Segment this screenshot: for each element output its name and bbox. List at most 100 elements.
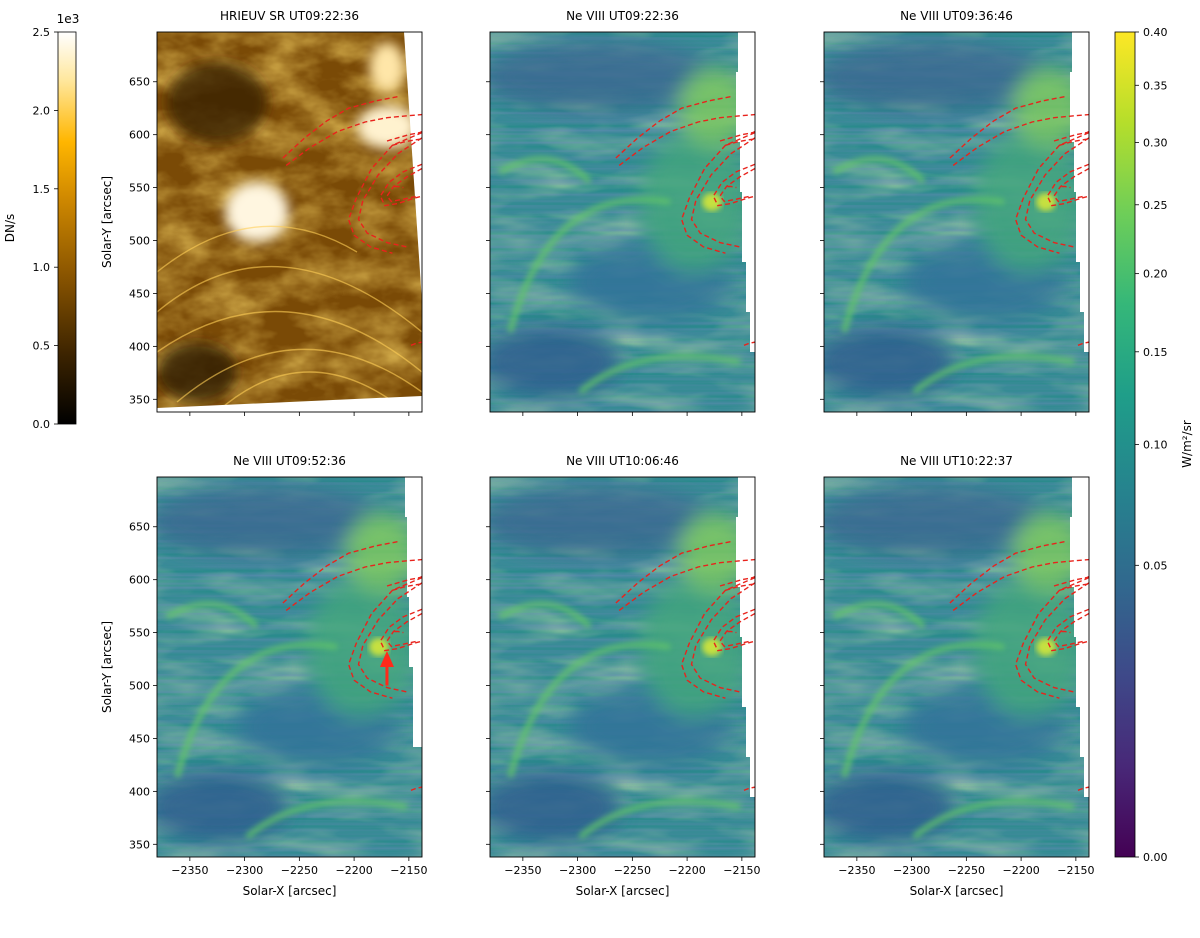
ne-colorbar-tick-label: 0.10 [1143, 439, 1168, 452]
field-line [1053, 130, 1089, 142]
panel-title: Ne VIII UT09:52:36 [233, 454, 346, 468]
field-line [615, 95, 732, 159]
field-line [394, 185, 404, 189]
ne-colorbar-tick-label: 0.30 [1143, 137, 1168, 150]
field-line [1053, 575, 1089, 587]
field-line [394, 630, 404, 634]
field-line [618, 113, 755, 166]
field-line [285, 113, 422, 166]
x-tick-label: −2350 [504, 864, 541, 877]
field-line [1059, 583, 1089, 591]
y-axis-label: Solar-Y [arcsec] [100, 621, 114, 713]
field-line [1053, 612, 1089, 648]
ne-colorbar-tick-label: 0.00 [1143, 851, 1168, 864]
x-tick-label: −2350 [838, 864, 875, 877]
hri-colorbar-ticks: 0.0 0.5 1.0 1.5 2.0 2.5 [33, 26, 58, 431]
field-line [1014, 576, 1089, 699]
field-line [743, 341, 755, 346]
field-line [386, 612, 422, 648]
field-line [615, 540, 732, 604]
hri-colorbar-offset: 1e3 [57, 12, 80, 26]
field-line [386, 167, 422, 203]
field-line [386, 130, 422, 142]
x-tick-label: −2300 [559, 864, 596, 877]
panel-frame [823, 31, 1090, 413]
panel-4: Ne VIII UT09:52:36 −2350 −2300 −2250 −2200 −2… [100, 454, 427, 898]
no-data-region [1070, 477, 1089, 797]
panel-5: Ne VIII UT10:06:46 −2350 −2300 −2250 −2200 −2… [480, 454, 760, 898]
panel-title: Ne VIII UT10:22:37 [900, 454, 1013, 468]
field-line [1024, 137, 1089, 248]
hri-colorbar-tick-label: 0.5 [33, 340, 51, 353]
panel-image [480, 32, 755, 412]
y-tick-label: 550 [129, 627, 150, 640]
field-line [282, 540, 399, 604]
field-line [1046, 608, 1089, 652]
field-line [386, 575, 422, 587]
panel-title: Ne VIII UT09:22:36 [566, 9, 679, 23]
hri-colorbar-label: DN/s [3, 214, 17, 243]
hri-colorbar: 1e3 DN/s 0.0 0.5 1.0 1.5 2.0 2.5 [3, 12, 79, 431]
y-tick-label: 550 [129, 182, 150, 195]
y-tick-label: 650 [129, 76, 150, 89]
field-line [680, 131, 755, 254]
panel-image [157, 32, 422, 412]
x-tick-label: −2350 [171, 864, 208, 877]
field-line [392, 138, 422, 146]
field-line [690, 137, 755, 248]
y-axis-label: Solar-Y [arcsec] [100, 176, 114, 268]
field-line [1077, 786, 1089, 791]
ne-colorbar-tick-label: 0.40 [1143, 26, 1168, 39]
y-tick-label: 500 [129, 680, 150, 693]
no-data-region [736, 477, 755, 797]
x-tick-label: −2300 [226, 864, 263, 877]
y-tick-label: 350 [129, 838, 150, 851]
field-line [285, 558, 422, 611]
field-line [727, 185, 737, 189]
x-axis-label: Solar-X [arcsec] [910, 884, 1004, 898]
field-line [952, 113, 1089, 166]
hri-colorbar-gradient [57, 31, 77, 425]
field-line [379, 163, 422, 207]
no-data-region [736, 32, 755, 352]
field-line [719, 167, 755, 203]
ne-colorbar-ticks: 0.00 0.05 0.10 0.15 0.20 0.25 0.30 0.35 0.40 [1135, 26, 1168, 864]
ne-colorbar-tick-label: 0.15 [1143, 346, 1168, 359]
field-line [347, 131, 422, 254]
no-data-region [1070, 32, 1089, 352]
field-line [357, 582, 422, 693]
field-line [949, 540, 1066, 604]
x-tick-label: −2300 [893, 864, 930, 877]
field-line [680, 576, 755, 699]
y-tick-label: 400 [129, 785, 150, 798]
no-data-region [157, 396, 422, 412]
panel-image [814, 477, 1089, 857]
hri-colorbar-tick-label: 2.0 [33, 104, 51, 117]
x-tick-label: −2200 [668, 864, 705, 877]
ne-colorbar-tick-label: 0.20 [1143, 268, 1168, 281]
panel-image [480, 477, 755, 857]
ne-colorbar: W/m²/sr 0.00 0.05 0.10 0.15 0.20 0.25 0.30 0.35… [1114, 26, 1194, 864]
field-line [618, 558, 755, 611]
hri-colorbar-tick-label: 2.5 [33, 26, 51, 39]
field-line [1046, 163, 1089, 207]
field-line [725, 583, 755, 591]
field-line [1061, 185, 1071, 189]
field-line [1024, 582, 1089, 693]
panel-2: Ne VIII UT09:22:36 [480, 9, 756, 416]
field-line [690, 582, 755, 693]
x-tick-label: −2200 [1002, 864, 1039, 877]
field-line [719, 130, 755, 142]
field-line [712, 163, 755, 207]
field-line [725, 138, 755, 146]
ne-colorbar-label: W/m²/sr [1180, 420, 1194, 468]
y-tick-label: 600 [129, 129, 150, 142]
field-line [1061, 630, 1071, 634]
panel-1: HRIEUV SR UT09:22:36 350 400 450 500 550 600 65… [100, 9, 423, 416]
x-axis-label: Solar-X [arcsec] [243, 884, 337, 898]
y-tick-label: 500 [129, 235, 150, 248]
ne-colorbar-gradient [1114, 31, 1136, 858]
hri-colorbar-tick-label: 1.0 [33, 261, 51, 274]
field-line [410, 341, 422, 346]
field-line [392, 583, 422, 591]
